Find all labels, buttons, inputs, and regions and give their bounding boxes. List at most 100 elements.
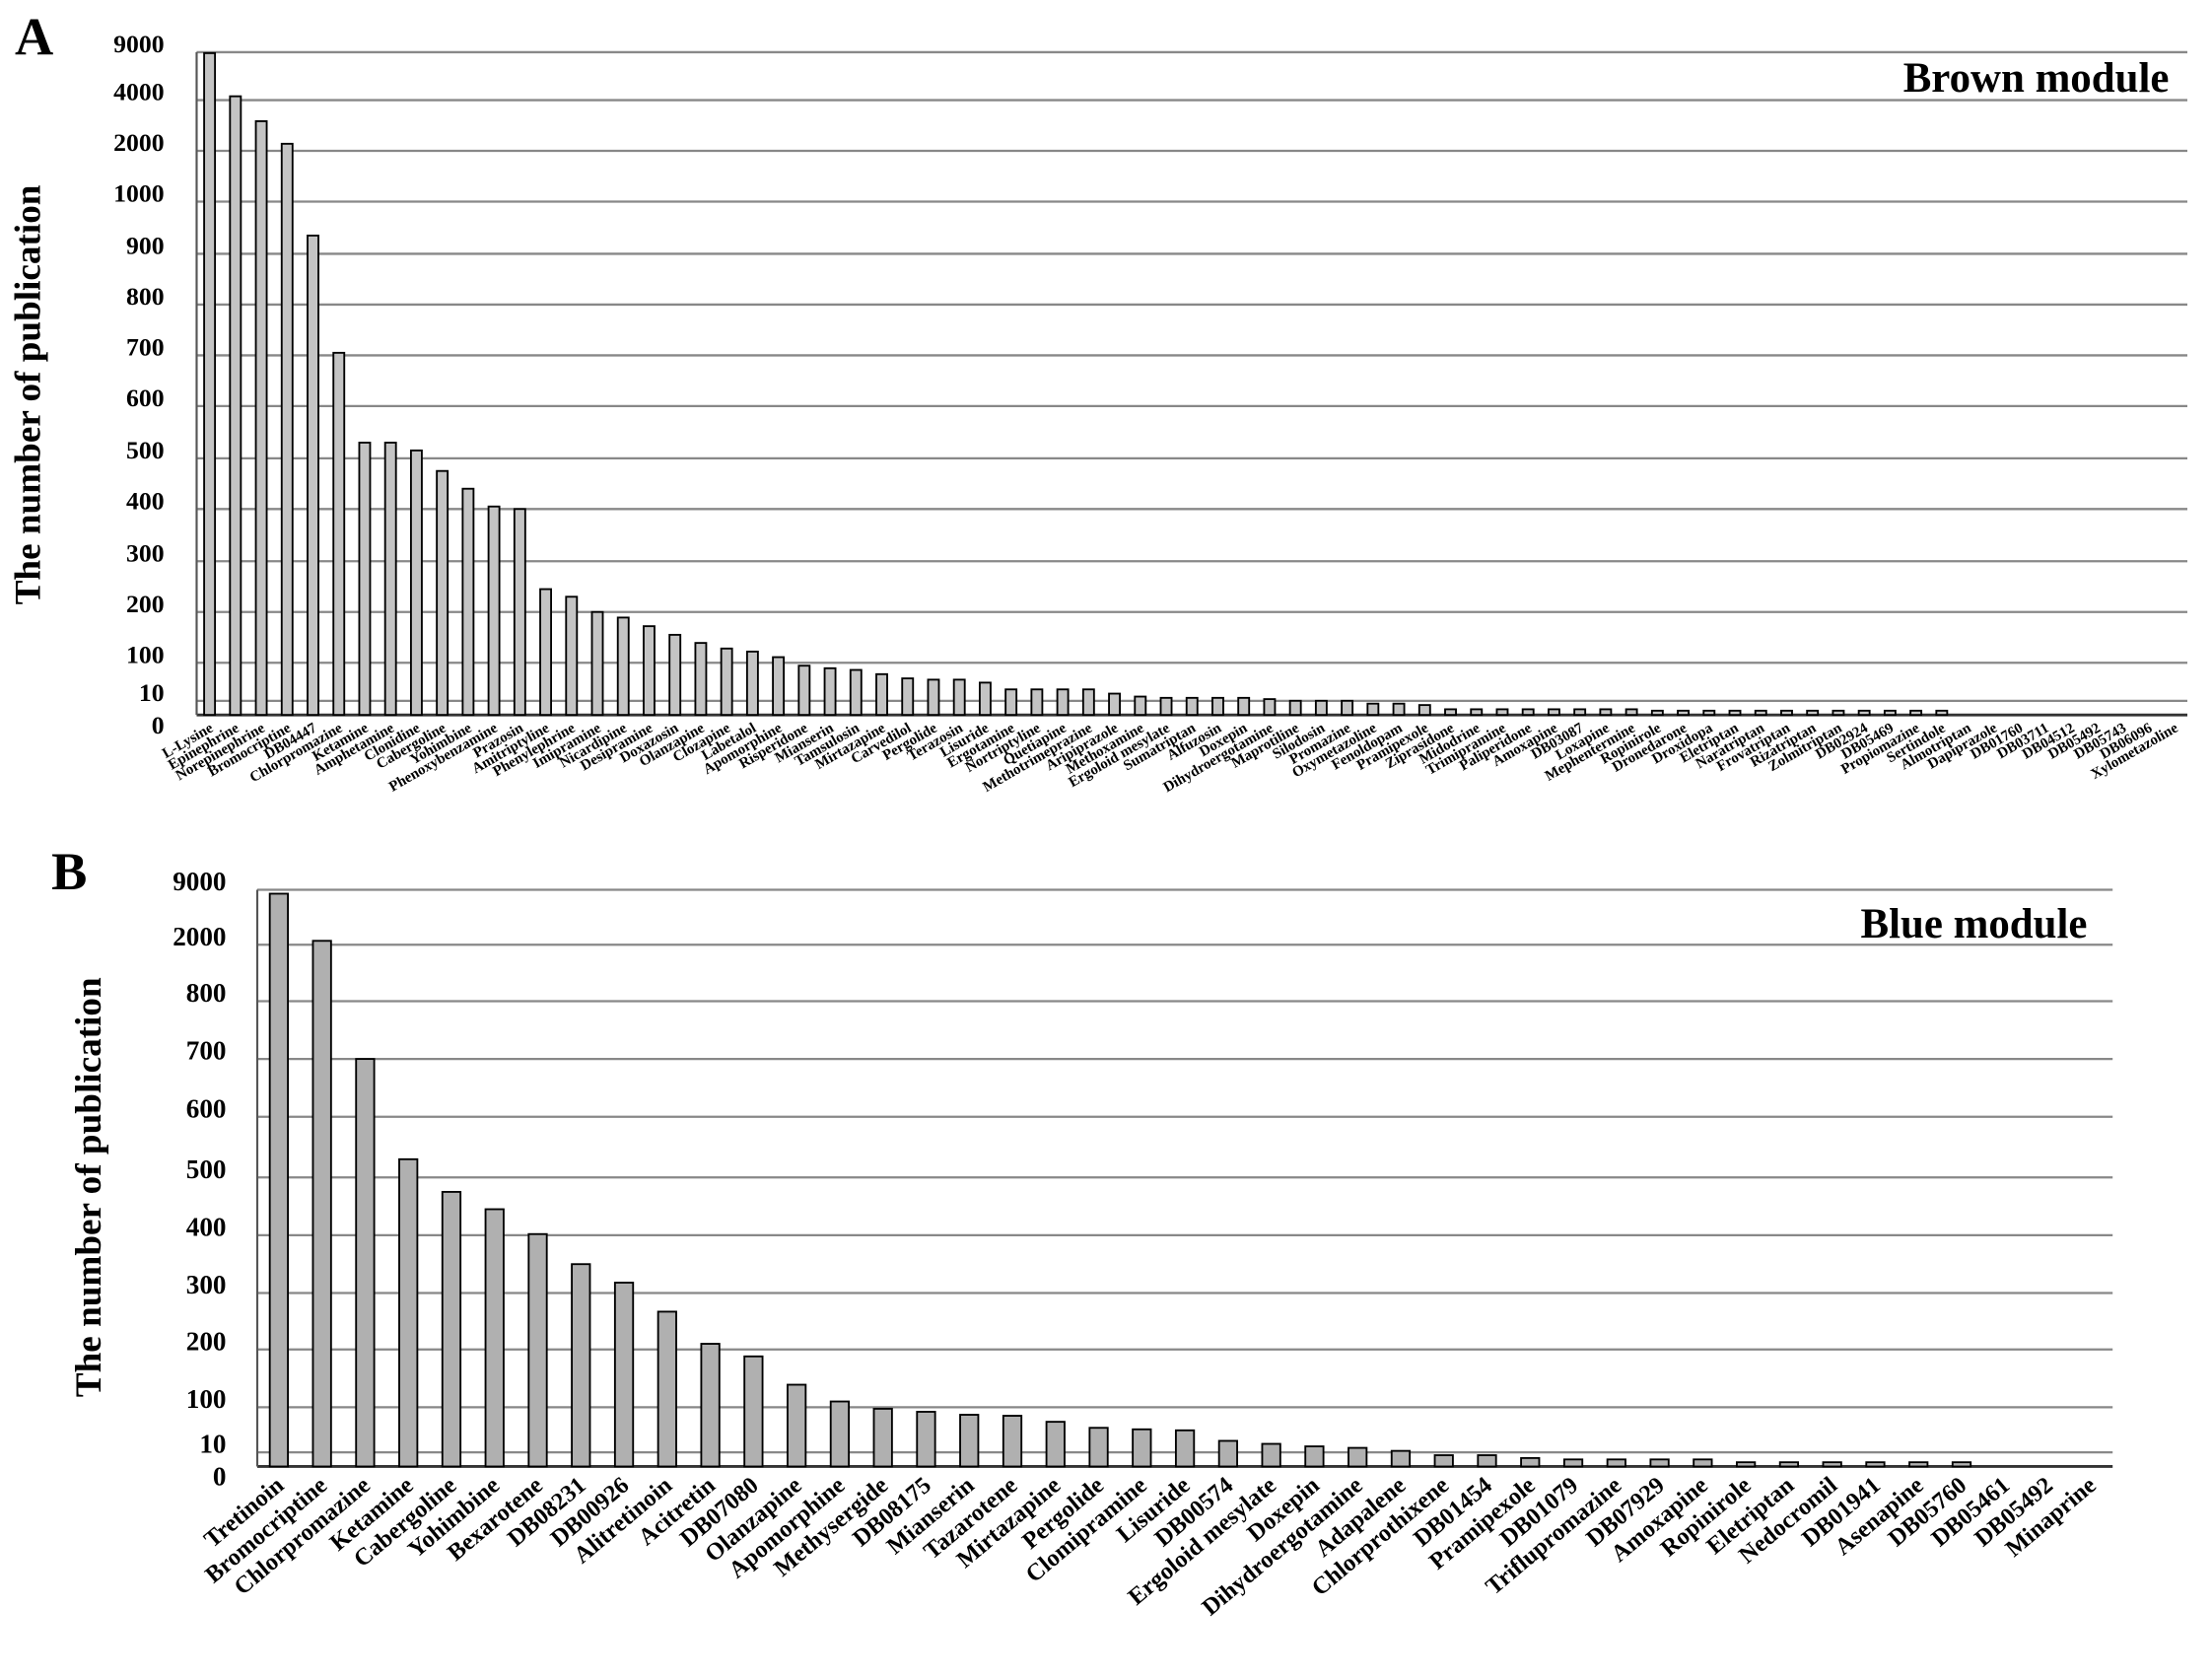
bar xyxy=(959,1414,980,1468)
bar xyxy=(1806,709,1820,717)
bar xyxy=(1624,708,1638,717)
bar xyxy=(1174,1429,1196,1468)
bar xyxy=(1477,1454,1497,1468)
y-tick-label: 2000 xyxy=(173,922,226,951)
bar xyxy=(1217,1439,1238,1468)
y-tick-label: 300 xyxy=(186,1270,227,1299)
bar xyxy=(1520,1456,1541,1468)
bar xyxy=(1702,709,1716,717)
bar xyxy=(787,1383,807,1468)
y-tick-label: 4000 xyxy=(113,78,164,106)
y-tick-label: 500 xyxy=(186,1154,227,1184)
bar xyxy=(823,666,837,717)
bar xyxy=(694,642,708,717)
bar xyxy=(1390,1449,1412,1468)
bar xyxy=(1045,1421,1066,1468)
bar xyxy=(745,650,759,717)
bar xyxy=(1134,695,1147,717)
bar xyxy=(571,1263,591,1468)
bar xyxy=(927,678,940,717)
bar xyxy=(484,1208,505,1468)
bar xyxy=(1754,709,1767,717)
y-tick-label: 9000 xyxy=(113,30,164,58)
bar xyxy=(1004,688,1018,717)
y-tick-label: 10 xyxy=(139,678,165,707)
bar xyxy=(280,142,294,717)
bar xyxy=(1288,699,1302,717)
bar xyxy=(1521,708,1535,717)
y-tick-label: 200 xyxy=(186,1326,227,1356)
bar xyxy=(1392,702,1406,717)
bar xyxy=(1263,698,1277,717)
bar xyxy=(1433,1454,1454,1468)
bar xyxy=(829,1400,851,1468)
bar xyxy=(1304,1445,1325,1468)
y-tick-label: 200 xyxy=(126,590,165,618)
bar xyxy=(1778,1461,1800,1468)
bar xyxy=(616,616,630,717)
bar xyxy=(952,678,966,717)
bar xyxy=(643,625,656,717)
bar xyxy=(1185,696,1199,717)
bar xyxy=(657,1310,677,1468)
bar xyxy=(1728,709,1742,717)
bar xyxy=(1909,709,1923,717)
y-tick-label: 10 xyxy=(199,1430,226,1459)
bar xyxy=(1562,1458,1584,1468)
bar xyxy=(355,1058,376,1468)
bar xyxy=(1211,696,1224,717)
y-tick-label: 800 xyxy=(126,282,165,311)
bar xyxy=(1599,708,1613,717)
bar xyxy=(1822,1461,1842,1468)
bar xyxy=(772,656,786,717)
bar xyxy=(700,1343,721,1468)
bar xyxy=(1132,1428,1152,1468)
chart-title: Blue module xyxy=(1860,901,2087,947)
bar xyxy=(1883,709,1897,717)
bar xyxy=(978,681,992,717)
bar xyxy=(743,1355,764,1468)
bar xyxy=(590,610,604,717)
bar xyxy=(1736,1461,1757,1468)
bar xyxy=(307,234,319,717)
bar xyxy=(383,442,397,717)
bar xyxy=(668,633,682,717)
bar xyxy=(1056,688,1070,717)
bar xyxy=(1780,709,1793,717)
bar xyxy=(1649,1458,1670,1468)
bar xyxy=(332,351,346,717)
panel-label: B xyxy=(51,842,87,901)
bar xyxy=(268,892,289,1468)
bar xyxy=(565,595,579,717)
y-tick-label: 0 xyxy=(213,1462,227,1492)
bar xyxy=(849,668,863,717)
bar xyxy=(916,1411,936,1468)
bar xyxy=(539,588,552,717)
bar xyxy=(1606,1458,1626,1468)
bar xyxy=(254,119,268,717)
bar xyxy=(1573,708,1587,717)
bar xyxy=(1547,708,1560,717)
y-tick-label: 100 xyxy=(126,640,165,668)
bar xyxy=(1951,1461,1972,1468)
bar xyxy=(1341,699,1354,717)
y-tick-label: 800 xyxy=(186,978,227,1008)
y-tick-label: 0 xyxy=(152,711,165,739)
bar xyxy=(1832,709,1845,717)
bar xyxy=(1677,709,1691,717)
bar xyxy=(1865,1461,1886,1468)
bar xyxy=(203,51,217,717)
bar xyxy=(441,1190,462,1468)
bar xyxy=(409,449,423,717)
y-tick-label: 2000 xyxy=(113,128,164,157)
bar xyxy=(1314,699,1328,717)
bar xyxy=(513,508,526,717)
y-tick-label: 9000 xyxy=(173,867,226,896)
bar xyxy=(461,487,475,717)
bar xyxy=(1159,696,1173,717)
bar xyxy=(613,1282,635,1468)
bar xyxy=(1261,1442,1281,1468)
chart-title: Brown module xyxy=(1903,55,2170,102)
